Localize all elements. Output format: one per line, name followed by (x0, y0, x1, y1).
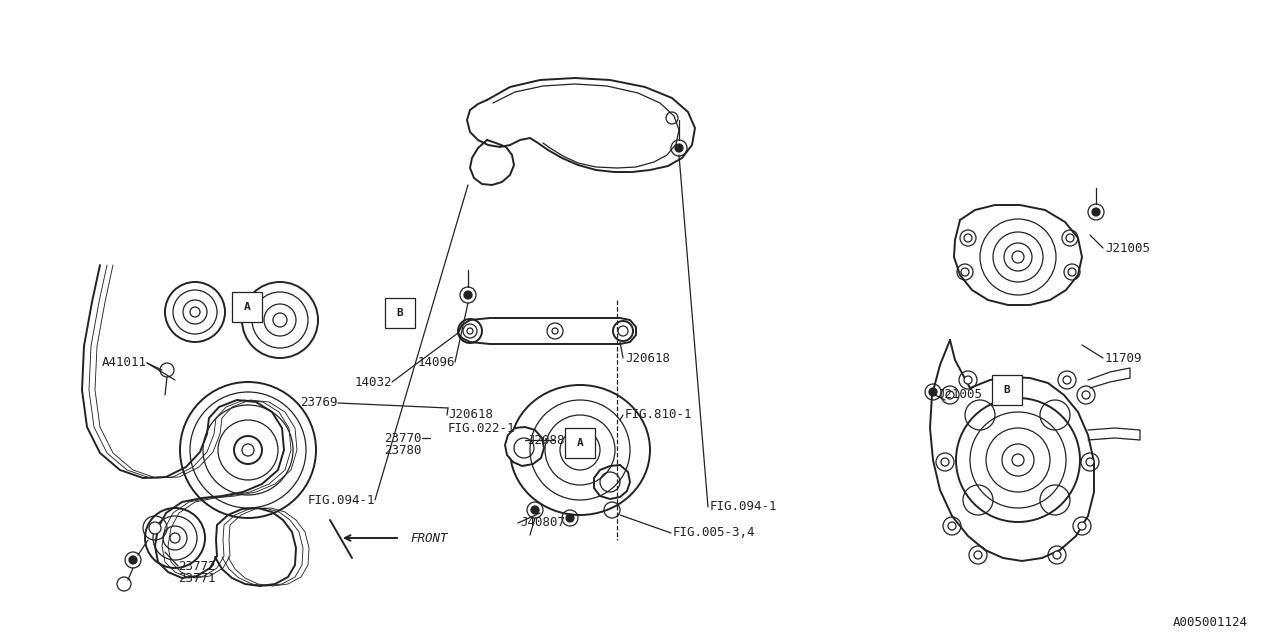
Circle shape (1066, 234, 1074, 242)
Circle shape (941, 458, 948, 466)
Circle shape (148, 522, 161, 534)
Polygon shape (594, 465, 630, 499)
Circle shape (1085, 458, 1094, 466)
Circle shape (964, 376, 972, 384)
Circle shape (129, 556, 137, 564)
Polygon shape (467, 78, 695, 172)
Polygon shape (458, 318, 636, 344)
Polygon shape (506, 427, 544, 466)
Text: FIG.094-1: FIG.094-1 (710, 500, 777, 513)
Polygon shape (954, 205, 1082, 305)
Text: J21005: J21005 (937, 388, 982, 401)
Text: FIG.005-3,4: FIG.005-3,4 (673, 527, 755, 540)
Circle shape (566, 514, 573, 522)
FancyBboxPatch shape (564, 428, 595, 458)
Circle shape (1068, 268, 1076, 276)
Text: 23771: 23771 (178, 573, 215, 586)
Text: 23772: 23772 (178, 559, 215, 573)
Circle shape (948, 522, 956, 530)
Text: 23780: 23780 (384, 445, 422, 458)
Text: 14032: 14032 (355, 376, 392, 388)
Text: B: B (1004, 385, 1010, 395)
Circle shape (170, 533, 180, 543)
Circle shape (189, 307, 200, 317)
Text: 23770: 23770 (384, 431, 422, 445)
Circle shape (946, 391, 954, 399)
Circle shape (1053, 551, 1061, 559)
Text: FIG.810-1: FIG.810-1 (625, 408, 692, 422)
Circle shape (1012, 251, 1024, 263)
Text: J21005: J21005 (1105, 241, 1149, 255)
Circle shape (1082, 391, 1091, 399)
Circle shape (242, 444, 253, 456)
Circle shape (929, 388, 937, 396)
Text: 14096: 14096 (417, 355, 454, 369)
Text: A: A (576, 438, 584, 448)
Circle shape (974, 551, 982, 559)
Text: 23769: 23769 (301, 397, 338, 410)
Circle shape (531, 506, 539, 514)
Circle shape (1092, 208, 1100, 216)
Text: A41011: A41011 (102, 356, 147, 369)
Text: FIG.094-1: FIG.094-1 (307, 493, 375, 506)
Circle shape (1078, 522, 1085, 530)
Circle shape (964, 234, 972, 242)
Circle shape (273, 313, 287, 327)
Polygon shape (931, 340, 1094, 561)
Circle shape (552, 328, 558, 334)
Circle shape (1062, 376, 1071, 384)
Circle shape (465, 291, 472, 299)
Polygon shape (470, 140, 515, 185)
Circle shape (675, 144, 684, 152)
Text: J20618: J20618 (625, 351, 669, 365)
Text: FRONT: FRONT (410, 531, 448, 545)
Circle shape (961, 268, 969, 276)
FancyBboxPatch shape (232, 292, 262, 322)
Text: J40807: J40807 (520, 516, 564, 529)
Text: J20888: J20888 (527, 433, 572, 447)
FancyBboxPatch shape (992, 375, 1021, 405)
Text: B: B (397, 308, 403, 318)
Text: A005001124: A005001124 (1172, 616, 1248, 628)
Circle shape (1012, 454, 1024, 466)
FancyBboxPatch shape (385, 298, 415, 328)
Text: 11709: 11709 (1105, 351, 1143, 365)
Circle shape (467, 328, 474, 334)
Text: A: A (243, 302, 251, 312)
Text: FIG.022-1: FIG.022-1 (448, 422, 516, 435)
Text: J20618: J20618 (448, 408, 493, 422)
